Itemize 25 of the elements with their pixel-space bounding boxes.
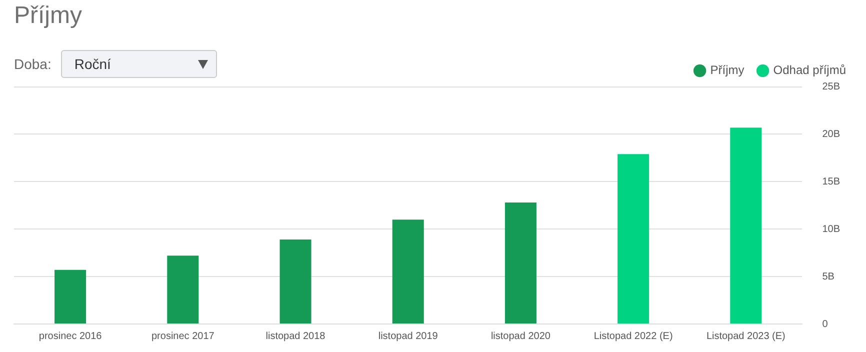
y-tick-label: 10B [822, 224, 840, 235]
x-tick-label: prosinec 2017 [151, 330, 215, 342]
x-tick-label: listopad 2018 [266, 330, 326, 342]
y-tick-label: 25B [822, 82, 840, 93]
bar [730, 128, 762, 324]
bar [392, 220, 424, 324]
y-tick-label: 5B [822, 271, 835, 282]
x-tick-label: Listopad 2023 (E) [706, 330, 786, 342]
x-tick-label: listopad 2020 [490, 330, 551, 342]
bar [618, 154, 650, 324]
bar [54, 270, 86, 324]
x-tick-label: listopad 2019 [378, 330, 438, 342]
chart-title: Příjmy [14, 2, 82, 30]
x-tick-label: prosinec 2016 [38, 330, 102, 342]
x-tick-label: Listopad 2022 (E) [594, 330, 673, 342]
dropdown-field: Roční [61, 50, 218, 78]
y-tick-label: 20B [822, 128, 840, 140]
bar [167, 256, 199, 324]
legend-label: Odhad příjmů [773, 63, 846, 78]
bar [504, 202, 536, 324]
y-tick-label: 0 [822, 318, 828, 330]
legend-label: Příjmy [710, 63, 744, 78]
bar [280, 240, 312, 324]
text: Doba: [14, 56, 52, 72]
y-tick-label: 15B [822, 176, 840, 188]
